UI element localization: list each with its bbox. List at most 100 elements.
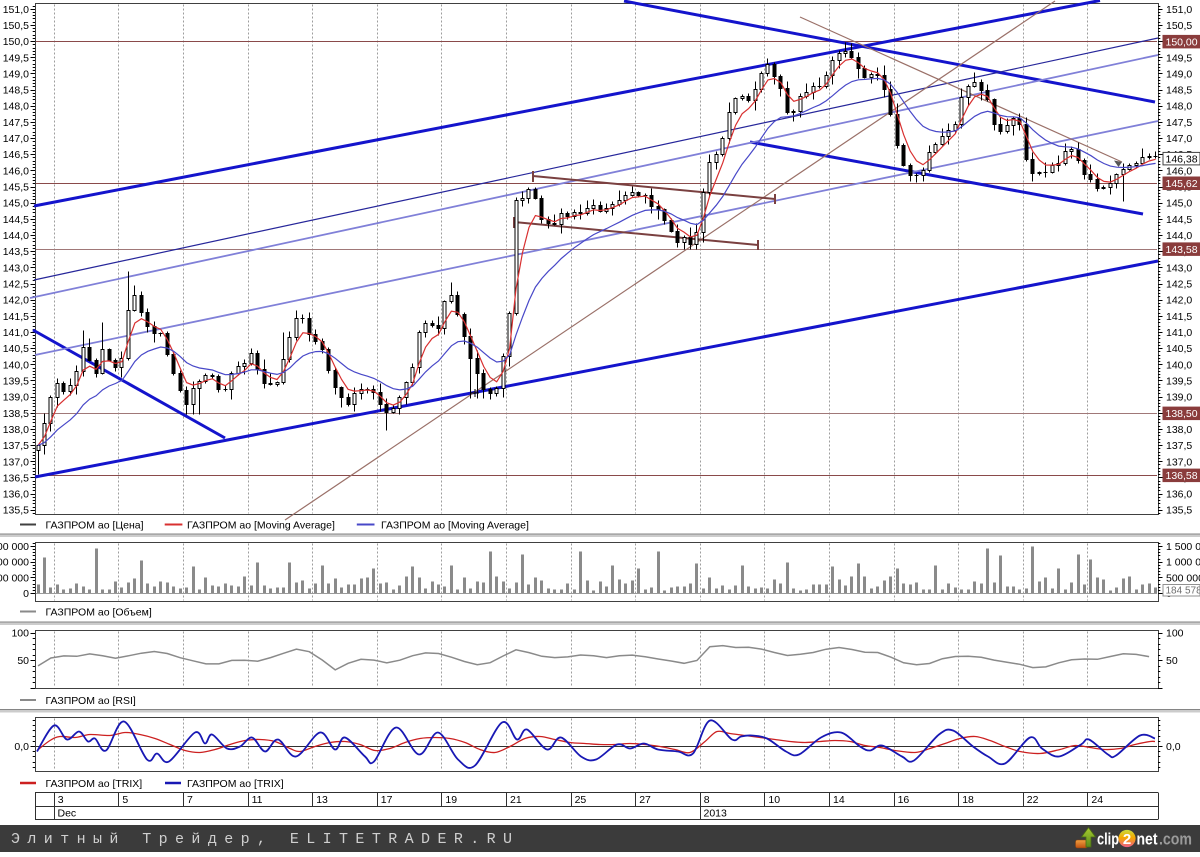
svg-text:184 578: 184 578 xyxy=(1166,586,1200,597)
svg-text:147,0: 147,0 xyxy=(3,133,29,145)
svg-text:24: 24 xyxy=(1091,794,1103,806)
svg-text:141,0: 141,0 xyxy=(3,327,29,339)
svg-text:151,0: 151,0 xyxy=(1166,4,1192,16)
svg-text:ГАЗПРОМ ао [Moving Average]: ГАЗПРОМ ао [Moving Average] xyxy=(381,520,529,532)
svg-text:150,0: 150,0 xyxy=(3,36,29,48)
svg-text:ГАЗПРОМ ао [Цена]: ГАЗПРОМ ао [Цена] xyxy=(46,520,144,532)
svg-text:148,5: 148,5 xyxy=(1166,85,1192,97)
svg-text:net: net xyxy=(1137,830,1158,849)
svg-text:149,5: 149,5 xyxy=(3,52,29,64)
svg-text:141,5: 141,5 xyxy=(3,311,29,323)
svg-text:Dec: Dec xyxy=(58,807,77,819)
svg-text:149,0: 149,0 xyxy=(3,68,29,80)
svg-text:ГАЗПРОМ ао [Moving Average]: ГАЗПРОМ ао [Moving Average] xyxy=(187,520,335,532)
svg-text:141,5: 141,5 xyxy=(1166,311,1192,323)
svg-text:148,5: 148,5 xyxy=(3,85,29,97)
svg-text:143,0: 143,0 xyxy=(1166,262,1192,274)
svg-text:142,0: 142,0 xyxy=(1166,295,1192,307)
svg-text:50: 50 xyxy=(17,655,29,667)
svg-text:141,0: 141,0 xyxy=(1166,327,1192,339)
svg-text:142,0: 142,0 xyxy=(3,295,29,307)
svg-text:0,0: 0,0 xyxy=(1166,741,1181,753)
svg-text:13: 13 xyxy=(316,794,328,806)
svg-text:500 000: 500 000 xyxy=(0,572,29,584)
svg-text:137,5: 137,5 xyxy=(1166,440,1192,452)
svg-text:138,50: 138,50 xyxy=(1166,408,1198,420)
svg-text:148,0: 148,0 xyxy=(3,101,29,113)
svg-text:ГАЗПРОМ ао [TRIX]: ГАЗПРОМ ао [TRIX] xyxy=(46,778,143,790)
svg-text:22: 22 xyxy=(1027,794,1039,806)
svg-text:137,0: 137,0 xyxy=(1166,456,1192,468)
svg-text:11: 11 xyxy=(252,794,263,806)
svg-text:142,5: 142,5 xyxy=(3,279,29,291)
svg-text:ГАЗПРОМ ао [Объем]: ГАЗПРОМ ао [Объем] xyxy=(46,607,152,619)
svg-text:139,5: 139,5 xyxy=(3,376,29,388)
svg-text:144,0: 144,0 xyxy=(1166,230,1192,242)
svg-text:1 000 000: 1 000 000 xyxy=(0,557,29,569)
svg-text:145,0: 145,0 xyxy=(3,198,29,210)
svg-text:137,5: 137,5 xyxy=(3,440,29,452)
svg-text:1 500 000: 1 500 000 xyxy=(1166,541,1200,553)
svg-text:0,0: 0,0 xyxy=(14,741,29,753)
svg-text:138,5: 138,5 xyxy=(3,408,29,420)
svg-text:27: 27 xyxy=(639,794,651,806)
svg-text:3: 3 xyxy=(58,794,64,806)
svg-text:1 500 000: 1 500 000 xyxy=(0,541,29,553)
svg-text:145,0: 145,0 xyxy=(1166,198,1192,210)
svg-text:.com: .com xyxy=(1159,830,1192,849)
svg-text:143,5: 143,5 xyxy=(3,246,29,258)
svg-text:145,62: 145,62 xyxy=(1166,178,1198,190)
svg-text:ГАЗПРОМ ао [TRIX]: ГАЗПРОМ ао [TRIX] xyxy=(187,778,284,790)
svg-text:500 000: 500 000 xyxy=(1166,572,1200,584)
svg-text:0: 0 xyxy=(23,588,29,600)
svg-text:8: 8 xyxy=(704,794,710,806)
svg-text:135,5: 135,5 xyxy=(1166,505,1192,517)
svg-text:10: 10 xyxy=(768,794,780,806)
svg-text:140,0: 140,0 xyxy=(1166,359,1192,371)
svg-text:143,0: 143,0 xyxy=(3,262,29,274)
svg-text:150,00: 150,00 xyxy=(1166,36,1198,48)
svg-text:144,0: 144,0 xyxy=(3,230,29,242)
svg-text:150,5: 150,5 xyxy=(3,20,29,32)
svg-text:50: 50 xyxy=(1166,655,1178,667)
svg-text:151,0: 151,0 xyxy=(3,4,29,16)
svg-text:137,0: 137,0 xyxy=(3,456,29,468)
svg-text:25: 25 xyxy=(575,794,587,806)
svg-text:139,0: 139,0 xyxy=(3,392,29,404)
svg-text:140,0: 140,0 xyxy=(3,359,29,371)
svg-text:100: 100 xyxy=(1166,628,1184,640)
svg-text:135,5: 135,5 xyxy=(3,505,29,517)
svg-text:144,5: 144,5 xyxy=(3,214,29,226)
svg-text:14: 14 xyxy=(833,794,845,806)
svg-text:21: 21 xyxy=(510,794,522,806)
svg-text:150,5: 150,5 xyxy=(1166,20,1192,32)
svg-text:16: 16 xyxy=(898,794,910,806)
svg-text:2013: 2013 xyxy=(704,807,728,819)
svg-text:138,0: 138,0 xyxy=(1166,424,1192,436)
svg-text:146,5: 146,5 xyxy=(3,149,29,161)
svg-text:142,5: 142,5 xyxy=(1166,279,1192,291)
svg-text:19: 19 xyxy=(445,794,457,806)
svg-text:143,58: 143,58 xyxy=(1166,244,1198,256)
svg-text:100: 100 xyxy=(11,628,29,640)
svg-text:149,0: 149,0 xyxy=(1166,68,1192,80)
svg-text:136,0: 136,0 xyxy=(1166,489,1192,501)
svg-text:147,0: 147,0 xyxy=(1166,133,1192,145)
svg-text:139,5: 139,5 xyxy=(1166,376,1192,388)
svg-text:138,0: 138,0 xyxy=(3,424,29,436)
svg-text:1 000 000: 1 000 000 xyxy=(1166,557,1200,569)
svg-text:18: 18 xyxy=(962,794,974,806)
svg-text:Элитный Трейдер, ELITETRADER.R: Элитный Трейдер, ELITETRADER.RU xyxy=(11,831,519,848)
svg-text:140,5: 140,5 xyxy=(3,343,29,355)
svg-text:148,0: 148,0 xyxy=(1166,101,1192,113)
svg-text:146,38: 146,38 xyxy=(1166,153,1198,165)
svg-text:5: 5 xyxy=(122,794,128,806)
svg-text:147,5: 147,5 xyxy=(1166,117,1192,129)
svg-text:17: 17 xyxy=(381,794,393,806)
svg-text:147,5: 147,5 xyxy=(3,117,29,129)
svg-text:2: 2 xyxy=(1123,831,1131,848)
svg-text:ГАЗПРОМ ао [RSI]: ГАЗПРОМ ао [RSI] xyxy=(46,695,136,707)
svg-text:140,5: 140,5 xyxy=(1166,343,1192,355)
svg-text:146,0: 146,0 xyxy=(1166,165,1192,177)
svg-text:144,5: 144,5 xyxy=(1166,214,1192,226)
